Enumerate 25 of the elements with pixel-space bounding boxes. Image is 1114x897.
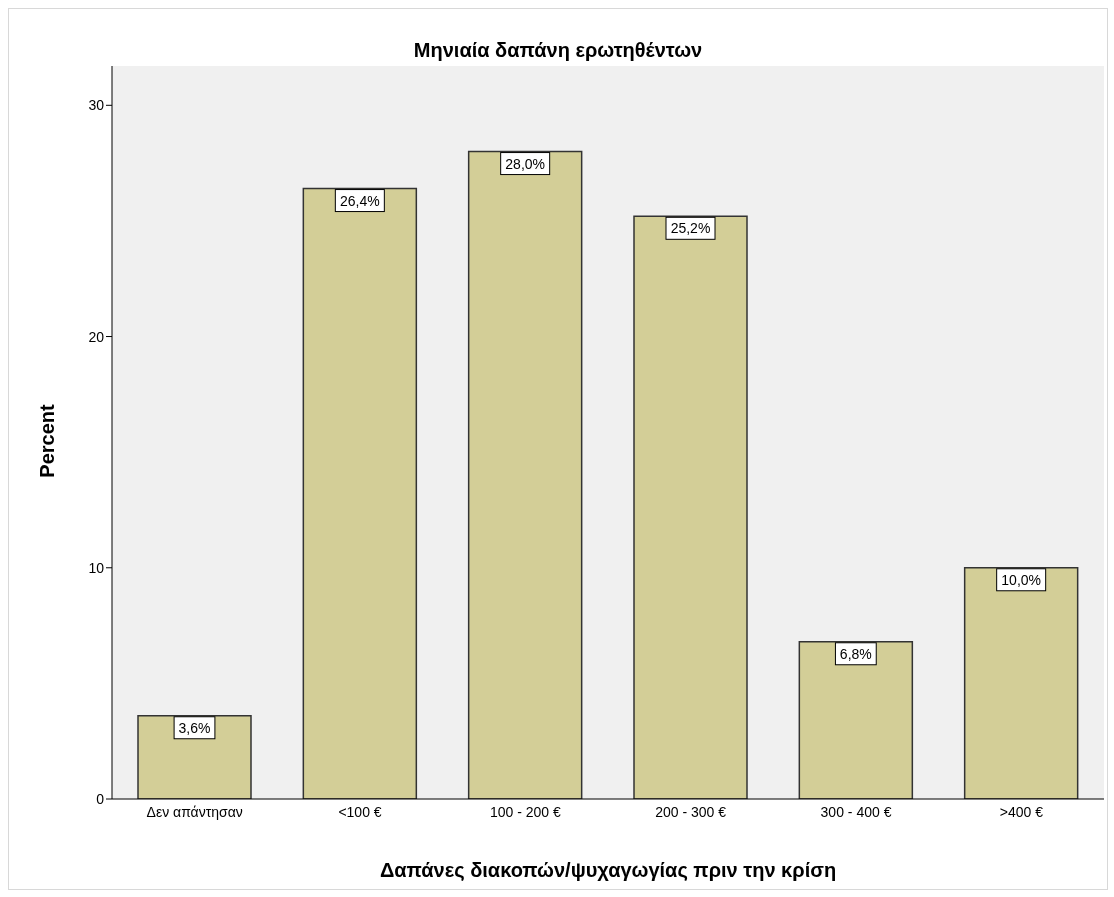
y-tick-label: 10 xyxy=(88,559,105,576)
data-label: 6,8% xyxy=(839,645,872,662)
data-label: 28,0% xyxy=(505,155,546,172)
x-tick-label: 300 - 400 € xyxy=(820,803,892,820)
bar xyxy=(633,215,748,799)
bar xyxy=(137,715,252,799)
y-tick-label: 20 xyxy=(88,328,105,345)
chart-title: Μηνιαία δαπάνη ερωτηθέντων xyxy=(412,39,704,62)
data-label: 25,2% xyxy=(670,220,711,237)
bar xyxy=(798,641,914,799)
x-tick-label: >400 € xyxy=(999,803,1044,820)
x-tick-label: Δεν απάντησαν xyxy=(146,803,243,820)
bar xyxy=(302,187,418,799)
data-label: 26,4% xyxy=(339,192,380,209)
data-label: 3,6% xyxy=(178,719,211,736)
bar xyxy=(467,150,583,799)
y-tick-label: 30 xyxy=(88,97,105,114)
bar xyxy=(963,567,1079,799)
x-tick-label: 100 - 200 € xyxy=(489,803,561,820)
data-label: 10,0% xyxy=(1001,571,1042,588)
x-tick-label: <100 € xyxy=(338,803,382,820)
x-axis-title: Δαπάνες διακοπών/ψυχαγωγίας πριν την κρίση xyxy=(378,859,838,882)
x-tick-label: 200 - 300 € xyxy=(655,803,727,820)
y-axis-title: Percent xyxy=(35,404,59,478)
y-tick-label: 0 xyxy=(96,790,105,807)
